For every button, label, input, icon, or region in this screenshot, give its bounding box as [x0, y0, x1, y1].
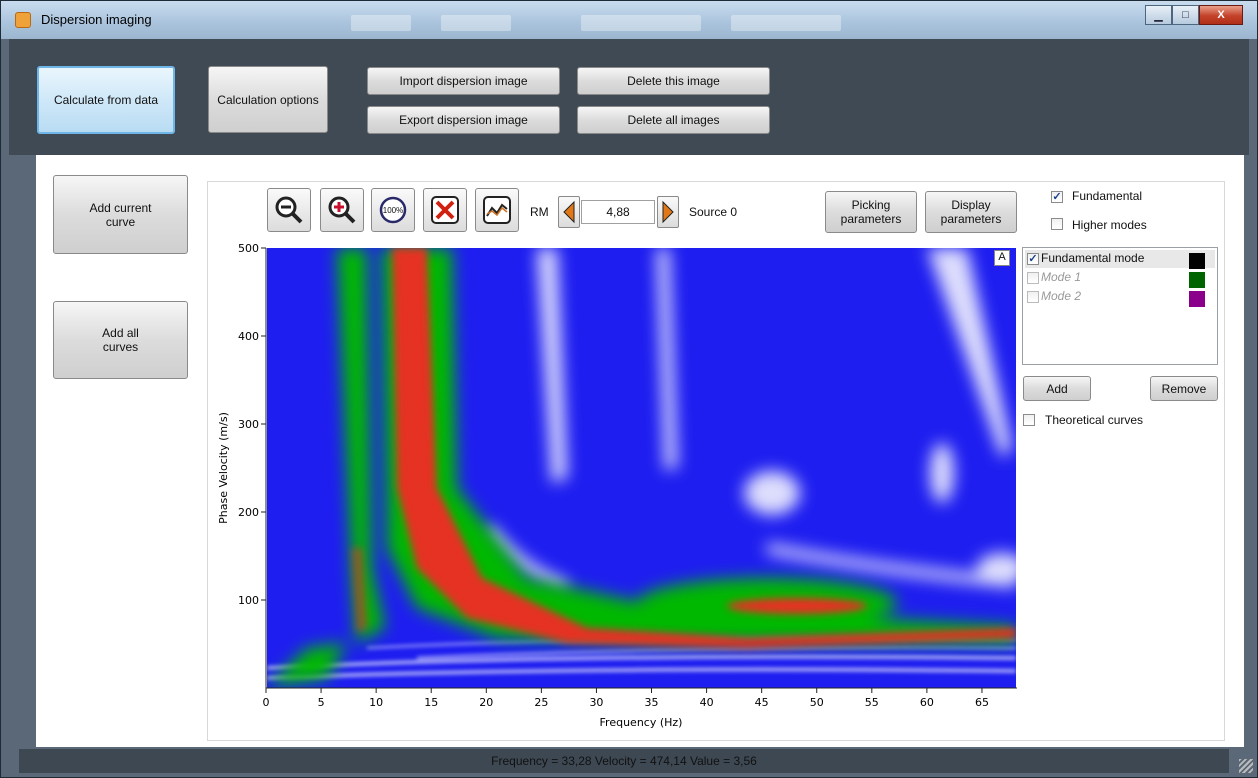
y-tick-label: 100 [238, 594, 259, 607]
fundamental-checkbox[interactable]: ✓ [1051, 191, 1063, 203]
x-tick-label: 20 [479, 696, 493, 709]
rm-increase-button[interactable] [657, 196, 679, 228]
zoom-100-icon: 100% [379, 196, 407, 224]
curve-icon [483, 196, 511, 224]
mode-checkbox[interactable]: ✓ [1027, 253, 1039, 265]
zoom-100-button[interactable]: 100% [371, 188, 415, 232]
mode-item[interactable]: Mode 2 [1025, 288, 1215, 307]
y-ticks: 100 200 300 400 500 [238, 242, 266, 607]
top-toolbar-area [9, 39, 1249, 155]
clear-button[interactable] [423, 188, 467, 232]
mode-checkbox[interactable] [1027, 291, 1039, 303]
picking-parameters-button[interactable]: Picking parameters [825, 191, 917, 233]
mode-label: Fundamental mode [1041, 251, 1145, 265]
status-bar: Frequency = 33,28 Velocity = 474,14 Valu… [19, 749, 1229, 773]
zoom-out-button[interactable] [267, 188, 311, 232]
x-axis-label: Frequency (Hz) [600, 716, 683, 729]
y-tick-label: 200 [238, 506, 259, 519]
x-tick-label: 30 [589, 696, 603, 709]
calculation-options-button[interactable]: Calculation options [208, 66, 328, 133]
x-tick-label: 15 [424, 696, 438, 709]
delete-all-images-button[interactable]: Delete all images [577, 106, 770, 134]
close-button[interactable]: X [1199, 5, 1243, 25]
x-tick-label: 10 [369, 696, 383, 709]
title-bar[interactable]: Dispersion imaging ▁ □ X [1, 1, 1257, 39]
clear-icon [431, 196, 459, 224]
zoom-out-icon [275, 196, 303, 224]
mode-item[interactable]: Mode 1 [1025, 269, 1215, 288]
resize-grip[interactable] [1239, 759, 1253, 773]
background-blur [731, 15, 841, 31]
x-ticks: 0 5 10 15 20 25 30 35 40 45 50 55 60 65 [263, 688, 989, 709]
mode-checkbox[interactable] [1027, 272, 1039, 284]
window-title: Dispersion imaging [41, 12, 152, 27]
arrow-left-icon [563, 200, 575, 224]
theoretical-curves-checkbox[interactable] [1023, 414, 1035, 426]
mode-color-swatch[interactable] [1189, 253, 1205, 269]
zoom-in-button[interactable] [320, 188, 364, 232]
delete-this-image-button[interactable]: Delete this image [577, 67, 770, 95]
source-label: Source 0 [689, 205, 738, 219]
higher-modes-checkbox[interactable] [1051, 218, 1063, 230]
add-all-curves-button[interactable]: Add all curves [53, 301, 188, 379]
svg-text:100%: 100% [383, 206, 403, 215]
add-mode-button[interactable]: Add [1023, 376, 1091, 401]
zoom-in-icon [328, 196, 356, 224]
x-tick-label: 60 [920, 696, 934, 709]
add-current-curve-button[interactable]: Add current curve [53, 175, 188, 254]
background-blur [441, 15, 511, 31]
modes-list: ✓ Fundamental mode Mode 1 Mode 2 [1022, 247, 1218, 365]
y-tick-label: 500 [238, 242, 259, 255]
mode-label: Mode 2 [1041, 289, 1082, 303]
calculate-from-data-button[interactable]: Calculate from data [37, 66, 175, 134]
theoretical-curves-label: Theoretical curves [1045, 413, 1144, 427]
rm-label: RM [530, 205, 549, 219]
y-tick-label: 300 [238, 418, 259, 431]
x-tick-label: 5 [318, 696, 325, 709]
x-tick-label: 25 [534, 696, 548, 709]
background-blur [351, 15, 411, 31]
mode-label: Mode 1 [1041, 270, 1082, 284]
x-tick-label: 35 [645, 696, 659, 709]
axes: 0 5 10 15 20 25 30 35 40 45 50 55 60 65 100 200 300 400 5… [217, 242, 1017, 729]
mode-item[interactable]: ✓ Fundamental mode [1025, 250, 1215, 269]
x-tick-label: 45 [755, 696, 769, 709]
heatmap-image [267, 248, 1016, 688]
maximize-button[interactable]: □ [1172, 5, 1199, 25]
curve-button[interactable] [475, 188, 519, 232]
mode-color-swatch[interactable] [1189, 291, 1205, 307]
background-blur [581, 15, 701, 31]
rm-value-field[interactable]: 4,88 [581, 200, 655, 224]
x-tick-label: 50 [810, 696, 824, 709]
import-dispersion-image-button[interactable]: Import dispersion image [367, 67, 560, 95]
x-tick-label: 40 [700, 696, 714, 709]
rm-decrease-button[interactable] [558, 196, 580, 228]
export-dispersion-image-button[interactable]: Export dispersion image [367, 106, 560, 134]
x-tick-label: 0 [263, 696, 270, 709]
plot-label-a: A [994, 250, 1010, 266]
y-tick-label: 400 [238, 330, 259, 343]
window-controls: ▁ □ X [1145, 5, 1243, 25]
mode-color-swatch[interactable] [1189, 272, 1205, 288]
x-tick-label: 55 [865, 696, 879, 709]
x-tick-label: 65 [975, 696, 989, 709]
remove-mode-button[interactable]: Remove [1150, 376, 1218, 401]
app-icon [15, 12, 31, 28]
dispersion-heatmap[interactable]: A [267, 248, 1016, 688]
minimize-button[interactable]: ▁ [1145, 5, 1172, 25]
higher-modes-label: Higher modes [1072, 218, 1147, 232]
fundamental-label: Fundamental [1072, 189, 1143, 203]
arrow-right-icon [662, 200, 674, 224]
display-parameters-button[interactable]: Display parameters [925, 191, 1017, 233]
y-axis-label: Phase Velocity (m/s) [217, 412, 230, 524]
